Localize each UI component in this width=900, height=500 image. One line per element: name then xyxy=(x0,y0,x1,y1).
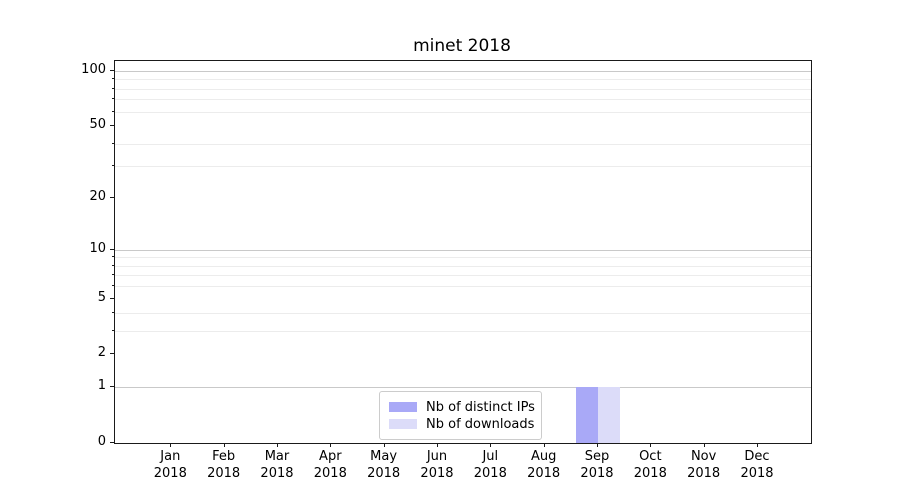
x-tick-label: Nov 2018 xyxy=(687,449,721,481)
major-gridline xyxy=(115,249,811,251)
x-tick-label: Jun 2018 xyxy=(420,449,454,481)
y-minor-tick-mark xyxy=(112,256,114,258)
y-minor-tick-mark xyxy=(112,330,114,332)
legend-swatch-downloads-icon xyxy=(389,419,417,429)
minor-gridline xyxy=(115,111,811,113)
y-tick-label: 5 xyxy=(97,289,106,305)
y-minor-tick-mark xyxy=(112,142,114,144)
x-tick-mark xyxy=(596,443,598,447)
x-tick-mark xyxy=(650,443,652,447)
legend-swatch-distinct-ips-icon xyxy=(389,402,417,412)
minor-gridline xyxy=(115,257,811,259)
legend-item-downloads: Nb of downloads xyxy=(389,416,535,432)
chart-title: minet 2018 xyxy=(413,36,511,56)
x-tick-mark xyxy=(330,443,332,447)
legend-item-distinct-ips: Nb of distinct IPs xyxy=(389,399,535,415)
y-minor-tick-mark xyxy=(112,196,114,198)
x-tick-label: Jan 2018 xyxy=(153,449,187,481)
minor-gridline xyxy=(115,99,811,101)
x-tick-label: Dec 2018 xyxy=(740,449,774,481)
x-tick-label: Apr 2018 xyxy=(313,449,347,481)
minor-gridline xyxy=(115,265,811,267)
legend-label-distinct-ips: Nb of distinct IPs xyxy=(426,399,535,415)
y-tick-label: 100 xyxy=(81,62,106,77)
y-minor-tick-mark xyxy=(112,297,114,299)
x-tick-mark xyxy=(436,443,438,447)
minor-gridline xyxy=(115,313,811,315)
x-tick-label: Feb 2018 xyxy=(207,449,241,481)
y-tick-mark xyxy=(110,442,114,443)
bar-sep-series0 xyxy=(575,387,598,443)
x-tick-mark xyxy=(703,443,705,447)
bar-sep-series1 xyxy=(597,387,621,443)
y-tick-label: 0 xyxy=(97,434,106,449)
x-tick-mark xyxy=(543,443,545,447)
y-minor-tick-mark xyxy=(112,87,114,89)
minor-gridline xyxy=(115,143,811,145)
x-tick-mark xyxy=(490,443,492,447)
x-tick-mark xyxy=(276,443,278,447)
y-tick-label: 10 xyxy=(89,240,106,256)
minor-gridline xyxy=(115,166,811,168)
y-minor-tick-mark xyxy=(112,110,114,112)
y-tick-mark xyxy=(110,386,114,388)
y-minor-tick-mark xyxy=(112,274,114,276)
y-minor-tick-mark xyxy=(112,353,114,355)
minor-gridline xyxy=(115,286,811,288)
y-tick-label: 1 xyxy=(97,378,106,394)
y-minor-tick-mark xyxy=(112,78,114,80)
x-tick-label: Jul 2018 xyxy=(473,449,507,481)
y-tick-label: 20 xyxy=(89,188,106,204)
x-tick-label: May 2018 xyxy=(367,449,401,481)
major-gridline xyxy=(115,71,811,72)
minor-gridline xyxy=(115,79,811,81)
y-minor-tick-mark xyxy=(112,125,114,127)
y-tick-mark xyxy=(110,248,114,250)
minor-gridline xyxy=(115,331,811,333)
x-tick-mark xyxy=(170,443,172,447)
y-minor-tick-mark xyxy=(112,312,114,314)
plot-area: Nb of distinct IPs Nb of downloads xyxy=(114,60,812,444)
y-minor-tick-mark xyxy=(112,264,114,266)
y-tick-label: 2 xyxy=(97,345,106,361)
y-tick-mark xyxy=(110,70,114,71)
x-tick-mark xyxy=(223,443,225,447)
minor-gridline xyxy=(115,275,811,277)
y-minor-tick-mark xyxy=(112,98,114,100)
x-tick-mark xyxy=(756,443,758,447)
x-tick-label: Aug 2018 xyxy=(527,449,561,481)
x-tick-label: Oct 2018 xyxy=(633,449,667,481)
y-minor-tick-mark xyxy=(112,285,114,287)
legend: Nb of distinct IPs Nb of downloads xyxy=(379,391,542,440)
minor-gridline xyxy=(115,88,811,90)
y-tick-label: 50 xyxy=(89,117,106,133)
major-gridline xyxy=(115,387,811,389)
x-tick-label: Mar 2018 xyxy=(260,449,294,481)
x-tick-mark xyxy=(383,443,385,447)
y-minor-tick-mark xyxy=(112,165,114,167)
x-tick-label: Sep 2018 xyxy=(580,449,614,481)
legend-label-downloads: Nb of downloads xyxy=(426,416,535,432)
